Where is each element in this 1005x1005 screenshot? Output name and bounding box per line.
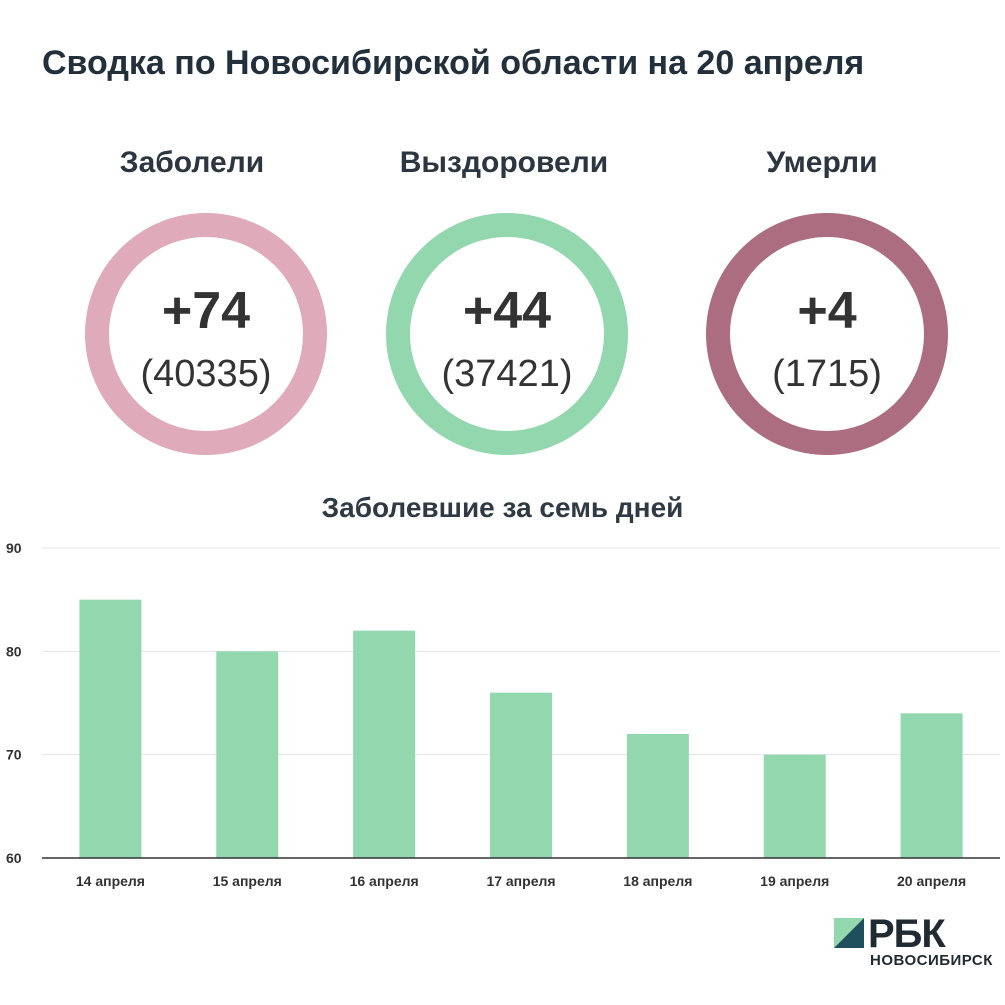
x-tick-label: 20 апреля	[897, 873, 966, 889]
stat-label-recovered: Выздоровели	[399, 146, 609, 179]
x-tick-label: 14 апреля	[76, 873, 145, 889]
rbk-logo-text: РБК	[868, 912, 946, 956]
rbk-logo: РБК НОВОСИБИРСК	[834, 912, 1004, 974]
x-tick-label: 17 апреля	[486, 873, 555, 889]
ring-total-cases: (40335)	[140, 353, 272, 395]
ring-delta-recovered: +44	[462, 282, 552, 340]
rbk-logo-city: НОВОСИБИРСК	[870, 952, 993, 969]
ring-delta-deaths: +4	[797, 282, 857, 340]
y-tick-label: 90	[6, 540, 22, 556]
stat-label-cases: Заболели	[119, 146, 265, 179]
stat-label-deaths: Умерли	[766, 146, 878, 179]
ring-cases: +74 (40335)	[85, 213, 327, 455]
y-tick-label: 80	[6, 643, 22, 659]
bar	[626, 734, 689, 858]
bar	[763, 754, 826, 858]
ring-total-deaths: (1715)	[772, 353, 882, 395]
page-title: Сводка по Новосибирской области на 20 ап…	[42, 44, 865, 82]
y-tick-label: 70	[6, 747, 22, 763]
x-tick-label: 15 апреля	[213, 873, 282, 889]
bar	[216, 651, 279, 858]
chart-title: Заболевшие за семь дней	[321, 492, 684, 523]
bar	[490, 692, 552, 858]
x-tick-label: 19 апреля	[760, 873, 829, 889]
bar	[79, 599, 142, 858]
y-tick-label: 60	[6, 850, 22, 866]
rbk-logo-mark-icon	[834, 918, 864, 948]
ring-deaths: +4 (1715)	[706, 213, 948, 455]
ring-recovered: +44 (37421)	[386, 213, 628, 455]
x-tick-label: 16 апреля	[350, 873, 419, 889]
ring-delta-cases: +74	[161, 282, 251, 340]
x-tick-label: 18 апреля	[623, 873, 692, 889]
ring-total-recovered: (37421)	[441, 353, 573, 395]
bar	[353, 630, 416, 858]
bar-chart: 60 70 80 90 14 апреля 15 апреля 16 апреля 17 ап…	[6, 540, 1000, 889]
bar	[900, 713, 963, 858]
